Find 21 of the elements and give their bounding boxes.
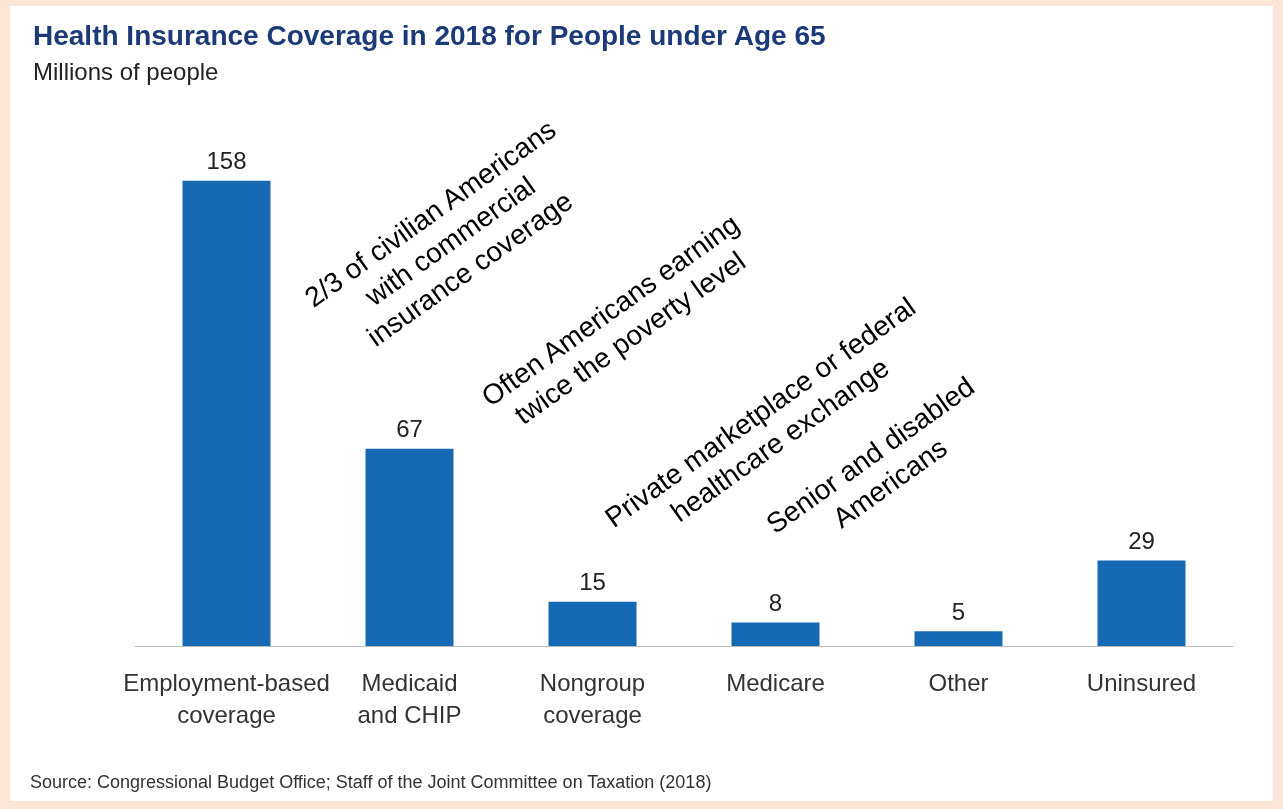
x-tick-label: Nongroup coverage [539,668,646,728]
chart-title: Health Insurance Coverage in 2018 for People under Age 65 [33,19,826,51]
chart-subtitle: Millions of people [33,57,219,85]
data-label: 8 [768,588,783,616]
bar [1097,560,1186,646]
data-label: 158 [206,147,247,175]
data-label: 5 [951,597,966,625]
bar [914,631,1003,646]
bar [731,622,820,646]
data-label: 67 [396,415,423,443]
x-tick-label: Medicaid and CHIP [357,668,462,728]
source-note: Source: Congressional Budget Office; Staff of the Joint Committee on Taxation (2018) [30,772,712,792]
bar [182,180,271,646]
x-tick-label: Uninsured [1086,668,1197,696]
bar [548,601,637,646]
x-tick-label: Other [928,668,989,696]
x-tick-label: Medicare [726,668,825,696]
bar [365,448,454,646]
data-label: 15 [579,568,606,596]
data-label: 29 [1128,527,1155,555]
x-tick-label: Employment-based coverage [123,668,330,728]
